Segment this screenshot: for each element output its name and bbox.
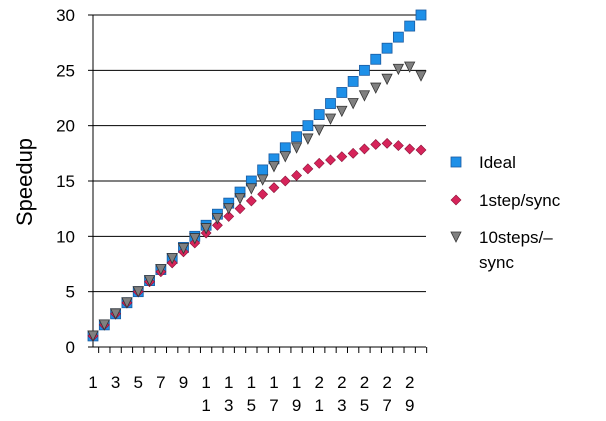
x-tick-label: 3 bbox=[111, 373, 120, 392]
legend: Ideal 1step/sync 10steps/– sync bbox=[450, 153, 561, 272]
data-point bbox=[370, 53, 382, 65]
data-point bbox=[392, 140, 404, 152]
y-tick-label: 0 bbox=[66, 338, 75, 357]
data-point bbox=[336, 105, 348, 118]
data-point bbox=[223, 203, 235, 215]
data-point bbox=[359, 64, 370, 76]
data-point bbox=[87, 330, 99, 342]
data-point bbox=[268, 182, 280, 194]
y-tick-label: 25 bbox=[56, 61, 75, 80]
y-tick-label: 5 bbox=[66, 283, 75, 302]
x-tick-label: 7 bbox=[156, 373, 165, 392]
data-point bbox=[404, 143, 416, 155]
x-tick-label: 9 bbox=[179, 373, 188, 392]
data-point bbox=[155, 264, 167, 276]
legend-label: 10steps/– sync bbox=[479, 228, 553, 272]
data-point bbox=[245, 183, 257, 195]
data-point bbox=[279, 175, 291, 187]
data-point bbox=[98, 319, 110, 331]
data-point bbox=[189, 233, 201, 245]
data-point bbox=[381, 137, 393, 149]
data-point bbox=[358, 90, 371, 102]
data-point bbox=[370, 82, 382, 94]
legend-marker bbox=[450, 194, 462, 206]
data-point bbox=[392, 31, 404, 43]
y-axis-ticks: 0 5 10 15 20 25 30 bbox=[56, 6, 93, 357]
data-point bbox=[313, 124, 325, 136]
data-point bbox=[234, 193, 246, 205]
data-point bbox=[302, 133, 314, 145]
data-point bbox=[347, 76, 359, 87]
data-point bbox=[392, 63, 405, 76]
y-tick-label: 10 bbox=[56, 227, 75, 246]
data-point bbox=[211, 213, 224, 225]
data-point bbox=[166, 253, 178, 265]
legend-label: 1step/sync bbox=[479, 191, 561, 210]
data-point bbox=[313, 109, 325, 120]
data-point bbox=[109, 308, 122, 320]
data-point bbox=[177, 243, 190, 255]
data-point bbox=[347, 147, 359, 159]
data-point bbox=[257, 174, 269, 186]
data-point bbox=[268, 161, 280, 173]
data-point bbox=[132, 286, 144, 298]
data-point bbox=[324, 113, 337, 125]
data-point bbox=[347, 98, 359, 110]
legend-marker bbox=[450, 231, 462, 243]
data-point bbox=[313, 157, 325, 169]
data-point bbox=[121, 297, 133, 309]
data-point bbox=[325, 98, 336, 109]
data-point bbox=[291, 170, 303, 181]
data-point bbox=[245, 195, 257, 207]
x-axis-ticks: 1 3 5 7 9 1 11 31 51 71 92 12 32 52 72 9 bbox=[88, 347, 428, 415]
legend-marker bbox=[450, 156, 462, 168]
x-tick-label: 5 bbox=[134, 373, 143, 392]
data-point bbox=[370, 139, 382, 150]
data-point bbox=[404, 20, 416, 32]
data-point bbox=[257, 188, 269, 200]
data-point bbox=[211, 219, 223, 231]
data-point bbox=[143, 275, 156, 287]
data-point bbox=[279, 151, 291, 163]
data-marks bbox=[87, 9, 427, 342]
gridlines bbox=[93, 14, 426, 293]
data-point bbox=[381, 73, 393, 86]
data-point bbox=[302, 120, 314, 132]
data-point bbox=[359, 143, 370, 155]
data-point bbox=[200, 223, 212, 235]
data-point bbox=[234, 203, 246, 215]
x-tick-label: 1 bbox=[88, 373, 97, 392]
y-tick-label: 15 bbox=[56, 172, 75, 191]
data-point bbox=[336, 87, 348, 98]
data-point bbox=[415, 70, 427, 82]
series-2 bbox=[87, 61, 427, 342]
legend-label: Ideal bbox=[479, 153, 516, 172]
y-tick-label: 20 bbox=[56, 117, 75, 136]
data-point bbox=[302, 163, 314, 175]
data-point bbox=[415, 9, 427, 21]
data-point bbox=[336, 151, 348, 163]
series-1 bbox=[87, 137, 427, 342]
data-point bbox=[415, 144, 427, 156]
data-point bbox=[223, 210, 235, 222]
data-point bbox=[291, 131, 302, 143]
y-axis-title: Speedup bbox=[12, 138, 37, 226]
data-point bbox=[325, 154, 336, 166]
y-tick-label: 30 bbox=[56, 6, 75, 25]
data-point bbox=[257, 164, 269, 176]
data-point bbox=[381, 42, 393, 54]
data-point bbox=[290, 142, 303, 154]
data-point bbox=[404, 61, 416, 73]
